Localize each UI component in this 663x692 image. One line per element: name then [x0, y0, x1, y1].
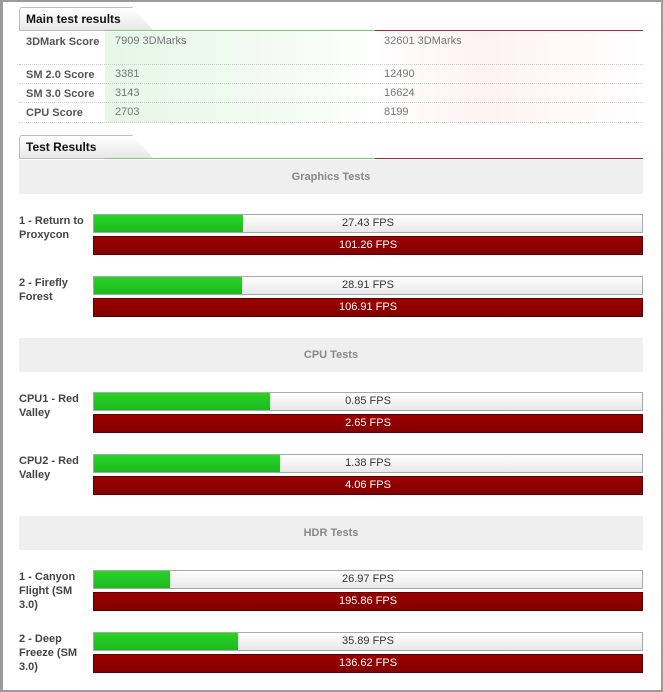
column-a-background	[105, 32, 375, 123]
row-value-b: 16624	[384, 87, 415, 99]
score-bar-text: 35.89 FPS	[342, 635, 394, 647]
row-value-a: 2703	[115, 106, 140, 118]
test-label: CPU1 - Red Valley	[19, 393, 79, 419]
score-bar-text: 101.26 FPS	[338, 239, 398, 251]
row-label: SM 3.0 Score	[26, 88, 95, 100]
main-results-tab	[19, 7, 154, 31]
score-bar-text: 1.38 FPS	[345, 457, 391, 469]
row-value-a: 3143	[115, 87, 140, 99]
header-rule	[19, 158, 105, 159]
header-rule-green	[105, 30, 375, 31]
table-row: CPU Score 2703 8199	[19, 103, 643, 123]
row-label: 3DMark Score	[26, 36, 100, 48]
score-bar-fill	[94, 633, 239, 650]
row-value-b: 12490	[384, 68, 415, 80]
score-bar-green: 28.91 FPS	[93, 276, 643, 295]
score-bar-fill	[94, 393, 270, 410]
score-bar-red: 106.91 FPS	[93, 298, 643, 317]
score-bar-red: 4.06 FPS	[93, 476, 643, 495]
score-bar-text: 4.06 FPS	[345, 479, 391, 491]
row-label: SM 2.0 Score	[26, 69, 95, 81]
score-bar-green: 35.89 FPS	[93, 632, 643, 651]
row-value-a: 7909 3DMarks	[115, 35, 187, 47]
test-results-tab	[19, 135, 154, 159]
score-bar-red: 195.86 FPS	[93, 592, 643, 611]
score-bar-fill	[94, 571, 170, 588]
score-bar-green: 26.97 FPS	[93, 570, 643, 589]
row-value-b: 8199	[384, 106, 409, 118]
score-bar-red: 101.26 FPS	[93, 236, 643, 255]
category-band-cpu: CPU Tests	[19, 338, 643, 372]
header-rule-green	[105, 158, 375, 159]
score-bar-red: 2.65 FPS	[93, 414, 643, 433]
test-label: CPU2 - Red Valley	[19, 455, 79, 481]
score-bar-green: 0.85 FPS	[93, 392, 643, 411]
table-row: 3DMark Score 7909 3DMarks 32601 3DMarks	[19, 32, 643, 65]
test-label: 2 - Deep Freeze (SM 3.0)	[19, 633, 78, 673]
table-row: SM 3.0 Score 3143 16624	[19, 84, 643, 103]
test-results-header: Test Results	[19, 135, 643, 159]
test-label: 1 - Return to Proxycon	[19, 215, 84, 241]
score-bar-text: 26.97 FPS	[342, 573, 394, 585]
test-label: 1 - Canyon Flight (SM 3.0)	[19, 571, 76, 611]
test-label: 2 - Firefly Forest	[19, 277, 68, 303]
score-bar-text: 27.43 FPS	[342, 217, 394, 229]
score-bar-text: 28.91 FPS	[342, 279, 394, 291]
header-rule-red	[375, 158, 643, 159]
header-rule	[19, 30, 105, 31]
test-results-title: Test Results	[26, 140, 97, 154]
main-results-title: Main test results	[26, 12, 121, 26]
score-bar-text: 136.62 FPS	[338, 657, 398, 669]
score-bar-green: 1.38 FPS	[93, 454, 643, 473]
row-value-b: 32601 3DMarks	[384, 35, 462, 47]
column-b-background	[375, 32, 643, 123]
score-bar-green: 27.43 FPS	[93, 214, 643, 233]
header-rule-red	[375, 30, 643, 31]
score-bar-fill	[94, 277, 242, 294]
score-bar-red: 136.62 FPS	[93, 654, 643, 673]
score-bar-text: 0.85 FPS	[345, 395, 391, 407]
table-row: SM 2.0 Score 3381 12490	[19, 65, 643, 84]
score-bar-text: 2.65 FPS	[345, 417, 391, 429]
category-band-hdr: HDR Tests	[19, 516, 643, 550]
score-bar-text: 195.86 FPS	[338, 595, 398, 607]
score-bar-fill	[94, 455, 281, 472]
main-results-header: Main test results	[19, 7, 643, 31]
score-bar-text: 106.91 FPS	[338, 301, 398, 313]
score-bar-fill	[94, 215, 243, 232]
row-value-a: 3381	[115, 68, 140, 80]
row-label: CPU Score	[26, 107, 83, 119]
category-band-graphics: Graphics Tests	[19, 160, 643, 194]
